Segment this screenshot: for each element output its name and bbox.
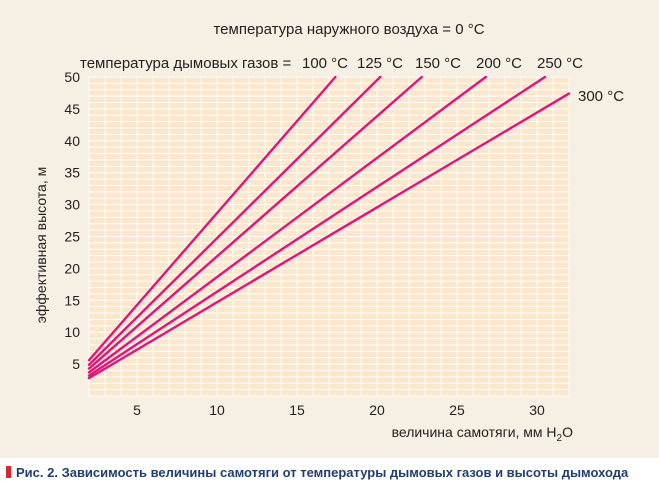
y-tick-label: 25 [64,229,80,245]
x-tick-label: 25 [449,402,465,418]
series-line [87,92,571,380]
chart-subtitle-prefix: температура дымовых газов = [80,55,292,72]
x-axis-label-sub: 2 [557,433,563,444]
figure-caption: Рис. 2. Зависимость величины самотяги от… [6,465,628,480]
x-tick-label: 20 [369,402,385,418]
y-tick-label: 5 [72,356,80,372]
line-chart: 5 10 15 20 25 30 5 10 15 20 25 30 35 40 45 50 100 °С 12… [33,21,624,444]
series-line [87,75,487,374]
x-tick-label: 15 [289,402,305,418]
x-tick-label: 30 [529,402,545,418]
y-axis-label: эффективная высота, м [33,167,49,324]
y-tick-label: 50 [64,69,80,85]
series-line [87,75,423,370]
y-tick-label: 30 [64,197,80,213]
series-label: 100 °С [302,55,348,72]
x-tick-label: 5 [133,402,141,418]
series-line [87,75,547,377]
series-label: 200 °С [476,55,522,72]
chart-title: температура наружного воздуха = 0 °С [213,21,484,38]
y-tick-labels: 5 10 15 20 25 30 35 40 45 50 [64,69,80,372]
series-labels: 100 °С 125 °С 150 °С 200 °С 250 °С 300 °С [302,55,624,105]
y-tick-label: 15 [64,292,80,308]
x-tick-labels: 5 10 15 20 25 30 [133,402,545,418]
x-axis-label-end: O [562,424,573,440]
y-tick-label: 10 [64,324,80,340]
x-tick-label: 10 [209,402,225,418]
series-label: 150 °С [415,55,461,72]
series-label: 125 °С [357,55,403,72]
series-label: 250 °С [537,55,583,72]
caption-marker [6,466,11,478]
series-lines [87,75,571,380]
x-axis-label: величина самотяги, мм H2O [392,424,574,444]
series-line [87,75,337,362]
y-tick-label: 40 [64,133,80,149]
caption-text: Рис. 2. Зависимость величины самотяги от… [16,465,629,480]
series-line [87,75,382,366]
y-tick-label: 20 [64,260,80,276]
y-tick-label: 35 [64,165,80,181]
y-tick-label: 45 [64,101,80,117]
x-axis-label-main: величина самотяги, мм H [392,424,557,440]
series-label: 300 °С [578,88,624,105]
